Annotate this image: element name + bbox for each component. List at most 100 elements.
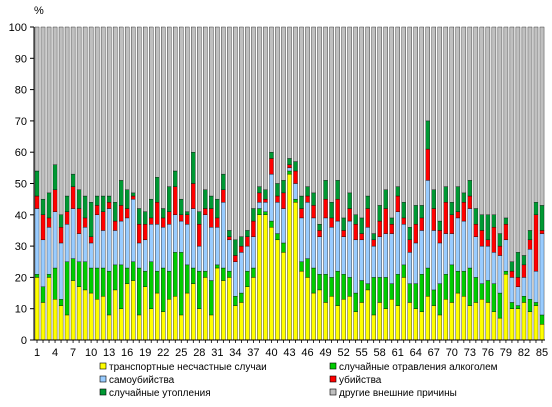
bar-segment <box>191 267 196 284</box>
bar-segment <box>203 270 208 278</box>
bar-segment <box>437 314 443 341</box>
bar-segment <box>395 26 400 187</box>
legend-swatch <box>329 375 337 383</box>
bar-segment <box>377 205 382 222</box>
bar-stack <box>70 26 76 341</box>
bar-segment <box>161 227 166 269</box>
bar-segment <box>503 274 509 341</box>
bar-segment <box>539 314 545 325</box>
bar-segment <box>371 239 376 247</box>
bar-segment <box>341 299 346 341</box>
bar-segment <box>371 233 376 241</box>
bar-segment <box>275 26 280 184</box>
bar-segment <box>287 158 292 165</box>
bar-segment <box>191 208 196 269</box>
bar-segment <box>467 267 473 306</box>
bar-segment <box>521 255 527 266</box>
bar-segment <box>221 267 226 281</box>
bar-segment <box>209 208 214 228</box>
bar-segment <box>353 26 358 215</box>
bar-stack <box>173 26 178 341</box>
bar-stack <box>503 26 509 341</box>
bar-segment <box>491 26 497 215</box>
bar-segment <box>407 26 412 228</box>
bar-segment <box>185 292 190 341</box>
bar-segment <box>311 217 316 269</box>
bar-segment <box>251 26 256 209</box>
bar-segment <box>539 205 545 231</box>
bar-segment <box>173 186 178 215</box>
bar-segment <box>521 26 527 256</box>
bar-segment <box>275 183 280 197</box>
bar-segment <box>317 236 322 275</box>
bar-stack <box>215 26 220 341</box>
bar-stack <box>82 26 88 341</box>
bar-segment <box>419 311 424 341</box>
bar-segment <box>100 230 106 269</box>
bar-segment <box>94 205 100 215</box>
bar-segment <box>383 26 388 190</box>
bar-segment <box>40 26 46 200</box>
bar-segment <box>275 202 280 234</box>
legend-item: случайные утопления <box>99 388 211 399</box>
bar-segment <box>245 270 250 287</box>
bar-segment <box>515 305 521 309</box>
bar-segment <box>395 274 400 306</box>
legend-label: случайные отравления алкоголем <box>339 362 498 373</box>
bar-segment <box>58 242 64 300</box>
bar-segment <box>473 277 479 303</box>
bar-stack <box>269 26 274 341</box>
bar-segment <box>305 277 310 341</box>
bar-segment <box>479 214 485 231</box>
bar-stack <box>227 26 232 341</box>
bar-segment <box>161 217 166 228</box>
bar-segment <box>389 283 394 300</box>
bar-segment <box>467 208 473 269</box>
bar-stack <box>149 26 154 341</box>
bar-stack <box>191 26 196 341</box>
bar-stack <box>359 26 364 341</box>
bar-segment <box>52 211 58 269</box>
bar-segment <box>257 214 262 341</box>
bar-stack <box>209 26 214 341</box>
bar-segment <box>515 308 521 341</box>
bar-segment <box>58 299 64 306</box>
bar-segment <box>539 230 545 234</box>
bar-segment <box>353 214 358 225</box>
legend-swatch <box>329 362 337 370</box>
bar-stack <box>197 26 202 341</box>
bar-segment <box>34 208 40 275</box>
bar-segment <box>527 311 533 341</box>
bar-segment <box>293 198 298 203</box>
bar-segment <box>287 26 292 159</box>
bar-stack <box>467 26 473 341</box>
x-axis-ticks: 1 4 7 10 13 16 19 22 25 28 31 34 37 40 43 46 49 52 55 58 61 6… <box>34 340 548 359</box>
bar-segment <box>239 245 244 253</box>
bar-segment <box>64 211 70 225</box>
bar-segment <box>341 274 346 300</box>
bar-segment <box>395 186 400 197</box>
bar-segment <box>347 220 352 278</box>
bar-segment <box>497 317 503 341</box>
bar-segment <box>503 239 509 272</box>
bar-segment <box>533 214 539 272</box>
bar-segment <box>136 242 142 269</box>
bar-segment <box>401 26 406 203</box>
bar-segment <box>365 195 370 209</box>
x-tick-label: 10 <box>85 347 97 359</box>
bar-segment <box>100 296 106 341</box>
bar-segment <box>371 314 376 341</box>
bar-segment <box>443 26 449 187</box>
bar-segment <box>287 173 292 341</box>
bar-segment <box>136 314 142 341</box>
bar-stack <box>347 26 352 341</box>
bar-segment <box>233 255 238 262</box>
y-tick-label: 0 <box>21 335 27 347</box>
bar-segment <box>461 202 467 222</box>
bar-segment <box>431 230 437 291</box>
bar-stack <box>142 26 148 341</box>
bar-stack <box>431 26 437 341</box>
bar-segment <box>419 274 424 313</box>
bar-segment <box>64 26 70 197</box>
bar-segment <box>461 220 467 272</box>
